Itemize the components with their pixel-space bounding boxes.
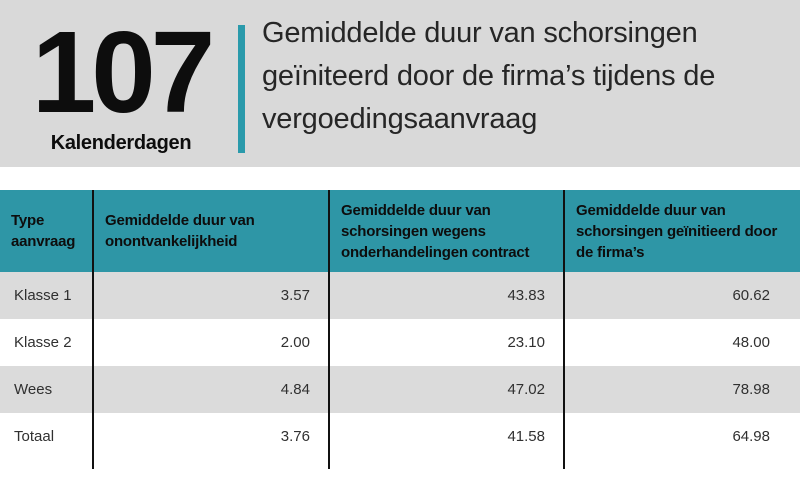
table-cell: 48.00 — [563, 319, 800, 366]
column-header: Gemiddelde duur van schorsingen wegens o… — [328, 190, 563, 272]
row-label: Wees — [0, 366, 92, 413]
table-tail — [0, 460, 92, 469]
stat-block: 107 Kalenderdagen — [16, 0, 226, 167]
table-cell: 4.84 — [92, 366, 328, 413]
row-label: Klasse 1 — [0, 272, 92, 319]
table-cell: 3.57 — [92, 272, 328, 319]
row-label: Totaal — [0, 413, 92, 460]
page-title: Gemiddelde duur van schorsingen geïnitee… — [262, 17, 716, 135]
data-table: Type aanvraag Gemiddelde duur van onontv… — [0, 190, 800, 469]
table-tail — [328, 460, 563, 469]
table-cell: 43.83 — [328, 272, 563, 319]
table-cell: 2.00 — [92, 319, 328, 366]
row-label: Klasse 2 — [0, 319, 92, 366]
column-header: Gemiddelde duur van schorsingen geïnitie… — [563, 190, 800, 272]
table-cell: 78.98 — [563, 366, 800, 413]
table-cell: 23.10 — [328, 319, 563, 366]
table-cell: 64.98 — [563, 413, 800, 460]
table-cell: 60.62 — [563, 272, 800, 319]
column-header: Type aanvraag — [0, 190, 92, 272]
stat-label: Kalenderdagen — [50, 132, 192, 154]
table-cell: 3.76 — [92, 413, 328, 460]
table-cell: 41.58 — [328, 413, 563, 460]
column-header: Gemiddelde duur van onontvankelijkheid — [92, 190, 328, 272]
stat-value: 107 — [31, 7, 216, 137]
table-tail — [563, 460, 800, 469]
table-tail — [92, 460, 328, 469]
top-banner: 107 Kalenderdagen Gemiddelde duur van sc… — [0, 0, 800, 167]
accent-divider — [238, 25, 245, 153]
table-cell: 47.02 — [328, 366, 563, 413]
